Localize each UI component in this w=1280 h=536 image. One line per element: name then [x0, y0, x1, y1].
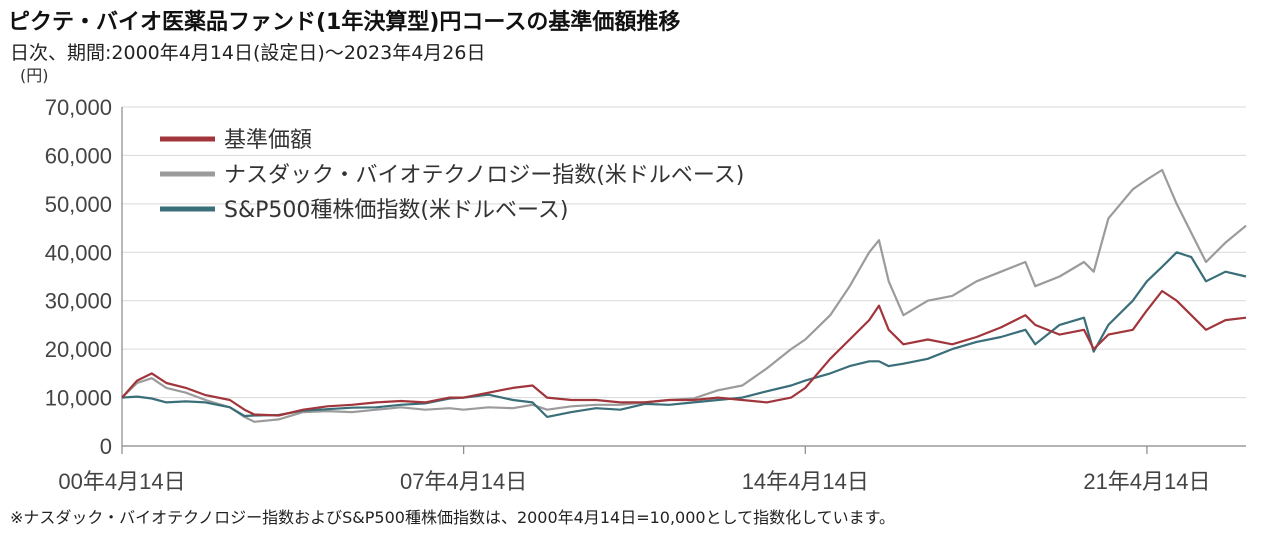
legend-label: ナスダック・バイオテクノロジー指数(米ドルベース) — [224, 163, 744, 188]
y-tick-labels: 0 10,000 20,000 30,000 40,000 50,000 60,000 70,… — [45, 95, 112, 459]
legend-label: S&P500種株価指数(米ドルベース) — [224, 198, 568, 223]
y-tick-label: 60,000 — [45, 143, 112, 168]
y-tick-label: 10,000 — [45, 386, 112, 411]
y-tick-label: 0 — [100, 434, 112, 459]
series-lines — [121, 168, 1247, 423]
grid-lines — [122, 106, 1246, 399]
x-tick-label: 00年4月14日 — [58, 469, 185, 494]
y-tick-label: 40,000 — [45, 240, 112, 265]
series-line — [121, 168, 1247, 423]
footnote: ※ナスダック・バイオテクノロジー指数およびS&P500種株価指数は、2000年4… — [10, 508, 896, 527]
axes — [121, 107, 1246, 454]
x-tick-label: 07年4月14日 — [400, 469, 527, 494]
x-tick-label: 14年4月14日 — [742, 469, 869, 494]
series-line — [121, 251, 1247, 418]
x-tick-label: 21年4月14日 — [1083, 469, 1210, 494]
legend-label: 基準価額 — [224, 128, 312, 153]
x-tick-labels: 00年4月14日 07年4月14日 14年4月14日 21年4月14日 — [58, 469, 1210, 494]
y-tick-label: 50,000 — [45, 192, 112, 217]
y-tick-label: 20,000 — [45, 337, 112, 362]
y-tick-label: 30,000 — [45, 289, 112, 314]
series-line — [121, 289, 1247, 417]
chart-title: ピクテ・バイオ医薬品ファンド(1年決算型)円コースの基準価額推移 — [8, 10, 681, 35]
y-tick-label: 70,000 — [45, 95, 112, 120]
chart-subtitle: 日次、期間:2000年4月14日(設定日)〜2023年4月26日 — [10, 42, 486, 64]
y-axis-unit: (円) — [20, 66, 49, 85]
